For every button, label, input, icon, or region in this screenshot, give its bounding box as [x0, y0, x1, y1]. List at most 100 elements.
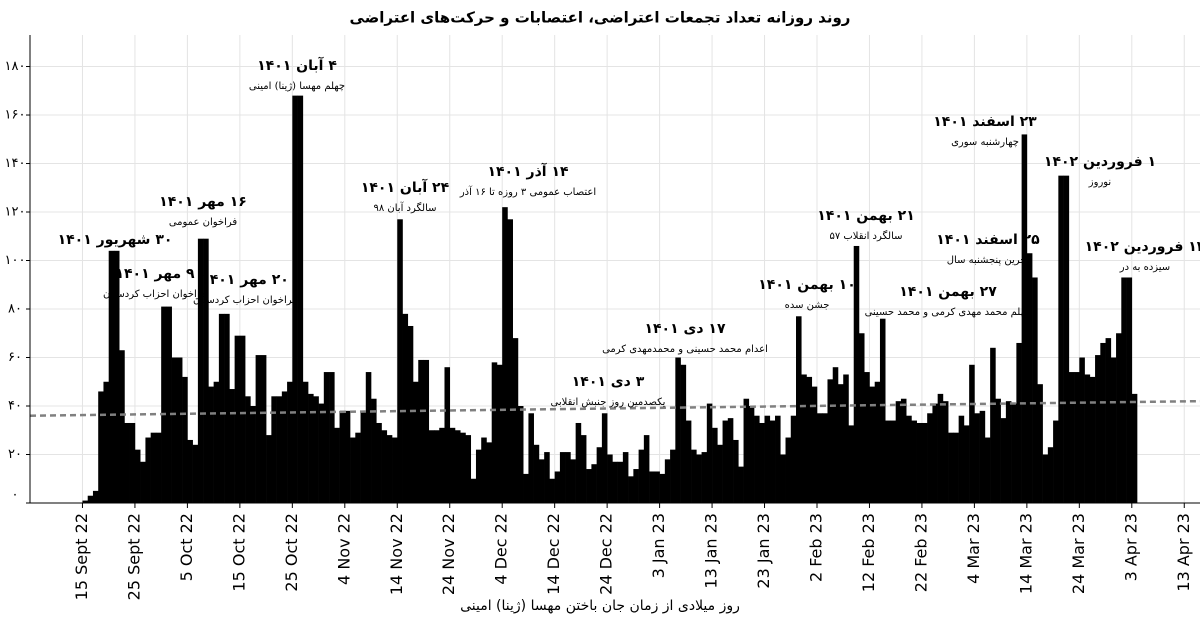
bar [848, 425, 855, 503]
bar [1005, 401, 1012, 503]
bar [507, 219, 513, 503]
bar [108, 250, 115, 503]
bar [843, 374, 849, 503]
bar [218, 313, 225, 503]
bar [701, 452, 708, 503]
bar [832, 367, 839, 503]
bar [402, 313, 409, 503]
bar [502, 207, 508, 503]
bar [1105, 338, 1112, 503]
y-tick-label: ۱۲۰ [5, 205, 26, 220]
bar [927, 413, 933, 503]
bar [570, 459, 576, 503]
bar [344, 410, 351, 503]
bar [1095, 355, 1101, 503]
bar [1110, 357, 1117, 503]
x-tick-label: 3 Jan 23 [649, 513, 668, 578]
bar [433, 430, 440, 503]
bar [418, 359, 424, 503]
bar [874, 381, 881, 503]
bar [250, 406, 256, 503]
bar [129, 422, 136, 503]
x-tick-label: 23 Jan 23 [754, 513, 773, 589]
bar [858, 333, 865, 503]
bar [517, 406, 524, 503]
bar [239, 335, 246, 503]
bar [628, 476, 634, 503]
bar [942, 401, 949, 503]
bar [297, 95, 304, 503]
x-tick-label: 12 Feb 23 [859, 513, 878, 592]
y-tick-label: ۶۰ [8, 350, 22, 365]
bar [140, 461, 146, 503]
bar [454, 430, 461, 503]
bar [664, 459, 671, 503]
bar [413, 381, 419, 503]
x-tick-label: 2 Feb 23 [806, 513, 825, 582]
bar [134, 449, 141, 503]
bar [801, 374, 807, 503]
x-tick-label: 4 Mar 23 [964, 513, 983, 584]
annotation-title: ۲۰ مهر ۱۴۰۱ [201, 272, 289, 288]
bar [906, 415, 912, 503]
bar [969, 364, 975, 503]
bar [591, 464, 597, 503]
bar [302, 381, 309, 503]
bar [229, 389, 235, 503]
bar [712, 427, 718, 503]
annotation-subtitle: چهارشنبه سوری [951, 137, 1019, 148]
y-tick-label: ۸۰ [8, 302, 22, 317]
annotation-subtitle: فراخوان احزاب کردستان [193, 295, 297, 306]
annotation-subtitle: فراخوان عمومی [169, 217, 238, 228]
annotation-subtitle: چهلم محمد مهدی کرمی و محمد حسینی [865, 307, 1032, 318]
bar [355, 432, 361, 503]
bar [365, 372, 372, 503]
bar [963, 425, 970, 503]
bar [937, 393, 944, 503]
bar [266, 435, 272, 503]
bar [1042, 454, 1049, 503]
bar [822, 413, 828, 503]
bar [554, 471, 561, 503]
bar [601, 413, 608, 503]
bar [397, 219, 403, 503]
bar [119, 350, 125, 503]
bar [544, 452, 550, 503]
bar [911, 420, 917, 503]
bar [900, 398, 907, 503]
bar [643, 435, 650, 503]
bar [706, 403, 713, 503]
bar [565, 452, 571, 503]
annotation-title: ۲۷ بهمن ۱۴۰۱ [899, 284, 997, 300]
x-tick-label: 4 Nov 22 [334, 513, 353, 585]
bar [885, 420, 891, 503]
bar [470, 478, 477, 503]
x-tick-label: 5 Oct 22 [177, 513, 196, 581]
bar [496, 364, 503, 503]
annotation-subtitle: چهلم مهسا (ژینا) امینی [249, 81, 345, 92]
bar [984, 437, 991, 503]
bar [1100, 342, 1106, 503]
bar [769, 420, 776, 503]
annotation-title: ۱۷ دی ۱۴۰۱ [644, 321, 725, 337]
bar [486, 442, 493, 503]
bar [428, 430, 435, 503]
annotation-subtitle: سالگرد انقلاب ۵۷ [829, 230, 902, 242]
bar [423, 359, 430, 503]
bar [727, 418, 734, 503]
bar [649, 471, 655, 503]
bar [916, 422, 923, 503]
x-tick-label: 22 Feb 23 [911, 513, 930, 592]
bar [187, 439, 193, 503]
bar [260, 355, 267, 503]
bar [1026, 253, 1033, 503]
x-tick-label: 13 Jan 23 [702, 513, 721, 589]
x-tick-label: 4 Dec 22 [492, 513, 511, 585]
annotation-subtitle: فراخوان احزاب کردستان [103, 289, 207, 300]
annotation-subtitle: آخرین پنجشنبه سال [947, 253, 1031, 266]
bar [371, 398, 377, 503]
bar [308, 393, 314, 503]
x-tick-label: 13 Apr 23 [1174, 513, 1193, 592]
x-tick-label: 15 Oct 22 [229, 513, 248, 592]
